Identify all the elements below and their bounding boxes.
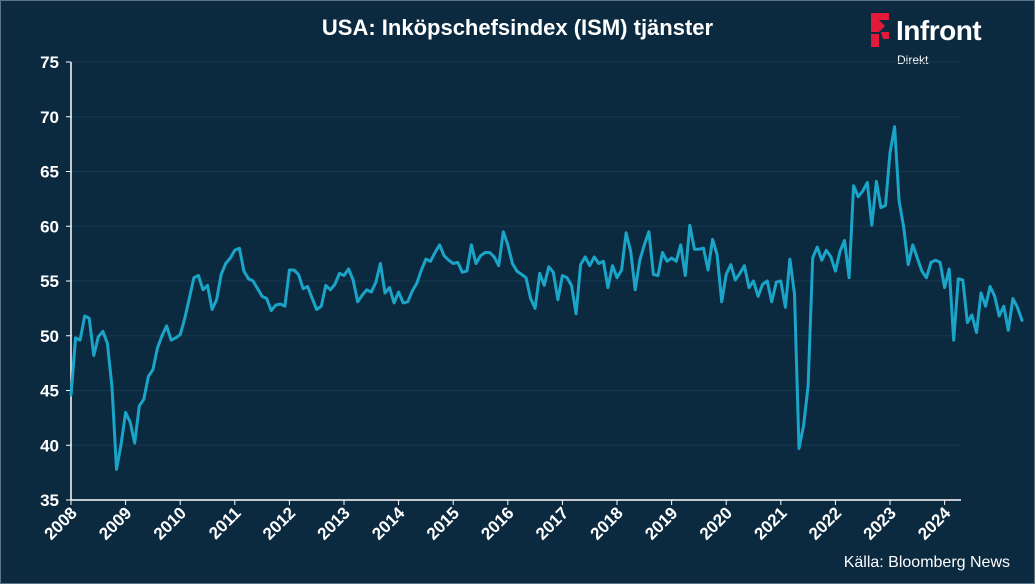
x-tick-label: 2009 xyxy=(95,503,135,543)
series-line xyxy=(69,125,1024,471)
x-tick-label: 2019 xyxy=(641,503,681,543)
y-tick-label: 40 xyxy=(40,436,59,455)
infront-logo: Infront Direkt xyxy=(869,13,1021,69)
x-tick-label: 2017 xyxy=(532,503,572,543)
y-tick-label: 45 xyxy=(40,382,59,401)
x-tick-label: 2024 xyxy=(914,503,955,544)
y-tick-label: 55 xyxy=(40,272,59,291)
x-tick-label: 2013 xyxy=(314,503,354,543)
x-tick-label: 2015 xyxy=(423,503,463,543)
x-tick-label: 2016 xyxy=(477,503,517,543)
y-tick-label: 35 xyxy=(40,491,59,510)
logo-subtitle: Direkt xyxy=(897,53,929,67)
x-tick-label: 2012 xyxy=(259,503,299,543)
infront-logo-mark-icon xyxy=(871,13,889,47)
chart-title: USA: Inköpschefsindex (ISM) tjänster xyxy=(321,15,714,40)
y-tick-label: 75 xyxy=(40,53,59,72)
x-tick-label: 2020 xyxy=(696,503,736,543)
x-tick-label: 2011 xyxy=(205,503,245,543)
logo-name: Infront xyxy=(896,15,982,46)
y-tick-label: 60 xyxy=(40,217,59,236)
y-tick-label: 70 xyxy=(40,108,59,127)
y-tick-label: 50 xyxy=(40,327,59,346)
x-tick-label: 2023 xyxy=(860,503,900,543)
x-tick-label: 2014 xyxy=(368,503,409,544)
x-tick-label: 2010 xyxy=(150,503,190,543)
x-tick-label: 2018 xyxy=(587,503,627,543)
x-tick-label: 2021 xyxy=(750,503,790,543)
x-tick-label: 2022 xyxy=(805,503,845,543)
y-tick-label: 65 xyxy=(40,163,59,182)
source-note: Källa: Bloomberg News xyxy=(843,554,1010,571)
